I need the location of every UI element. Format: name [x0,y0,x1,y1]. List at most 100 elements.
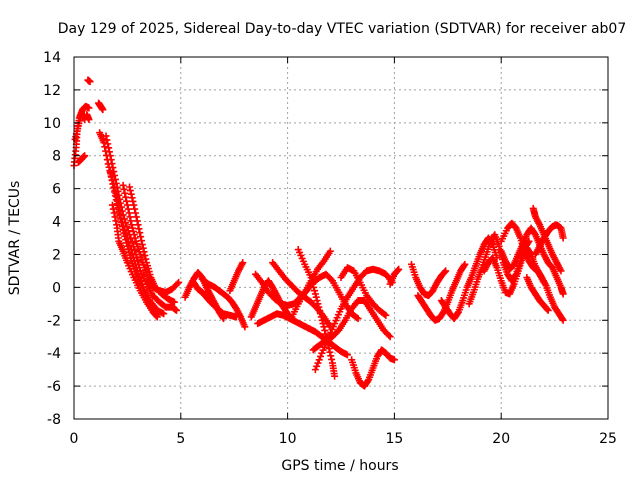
data-point [320,323,328,331]
y-tick-label: -6 [47,379,61,395]
series-track-27 [386,265,403,288]
data-point [354,315,362,323]
data-point [327,352,335,360]
data-point [109,164,117,172]
x-tick-label: 0 [70,431,79,447]
data-point [109,205,117,213]
data-point [137,237,145,245]
data-point [311,290,319,298]
data-point [558,315,566,323]
data-point [495,242,503,250]
data-point [122,193,130,201]
data-point [353,314,361,322]
data-point [308,277,316,285]
data-point [173,306,181,314]
y-tick-label: 6 [52,182,61,198]
x-tick-label: 10 [279,431,297,447]
series-track-23 [311,265,396,374]
series-track-24 [309,297,394,354]
x-tick-label: 25 [599,431,617,447]
data-point [316,352,324,360]
data-point [441,268,449,276]
chart-title: Day 129 of 2025, Sidereal Day-to-day VTE… [58,21,627,37]
data-point [103,136,111,144]
data-point [316,306,324,314]
data-point [559,316,567,324]
data-point [111,213,119,221]
data-point [386,333,394,341]
data-points [70,76,567,390]
data-point [118,222,126,230]
series-track-35 [529,204,565,275]
data-point [110,184,118,192]
data-point [122,236,130,244]
data-point [382,311,390,319]
data-point [454,309,462,317]
data-point [115,208,123,216]
data-point [241,323,249,331]
data-point [343,351,351,359]
series-track-28 [407,260,450,300]
x-tick-label: 5 [176,431,185,447]
data-point [141,251,149,259]
data-point [129,197,137,205]
data-point [128,221,136,229]
y-tick-label: 8 [52,149,61,165]
data-point [130,231,138,239]
series-track-15 [198,275,249,331]
x-tick-label: 20 [492,431,510,447]
data-point [173,280,181,288]
data-point [133,217,141,225]
data-point [127,190,135,198]
data-point [311,287,319,295]
data-point [129,227,137,235]
series-track-12 [126,183,178,306]
data-point [121,189,129,197]
data-point [123,201,131,209]
data-point [132,213,140,221]
y-tick-label: 14 [43,50,61,66]
data-point [129,224,137,232]
series-track-36 [523,273,552,314]
data-point [126,213,134,221]
data-point [123,197,131,205]
data-point [108,160,116,168]
series-track-26 [348,346,398,390]
data-point [461,260,469,268]
y-tick-label: -2 [47,313,61,329]
data-point [140,248,148,256]
data-point [557,267,565,275]
data-point [321,326,329,334]
data-point [134,257,142,265]
data-point [134,221,142,229]
series-track-21 [288,247,334,321]
series-track-25 [337,264,390,319]
data-point [113,200,121,208]
y-tick-label: 10 [43,116,61,132]
x-tick-label: 15 [385,431,403,447]
data-point [315,356,323,364]
data-point [111,192,119,200]
data-point [119,226,127,234]
data-point [136,229,144,237]
series-track-3 [74,152,89,166]
data-point [108,201,116,209]
data-point [314,359,322,367]
series-track-14 [190,278,240,321]
data-point [170,298,178,306]
data-point [117,219,125,227]
data-point [309,280,317,288]
data-point [106,152,114,160]
data-point [119,181,127,189]
data-point [137,233,145,241]
data-point [110,209,118,217]
data-point [121,232,129,240]
data-point [81,152,89,160]
data-point [559,290,567,298]
data-point [104,140,112,148]
data-point [132,209,140,217]
data-point [135,225,143,233]
data-point [125,209,133,217]
data-point [138,241,146,249]
